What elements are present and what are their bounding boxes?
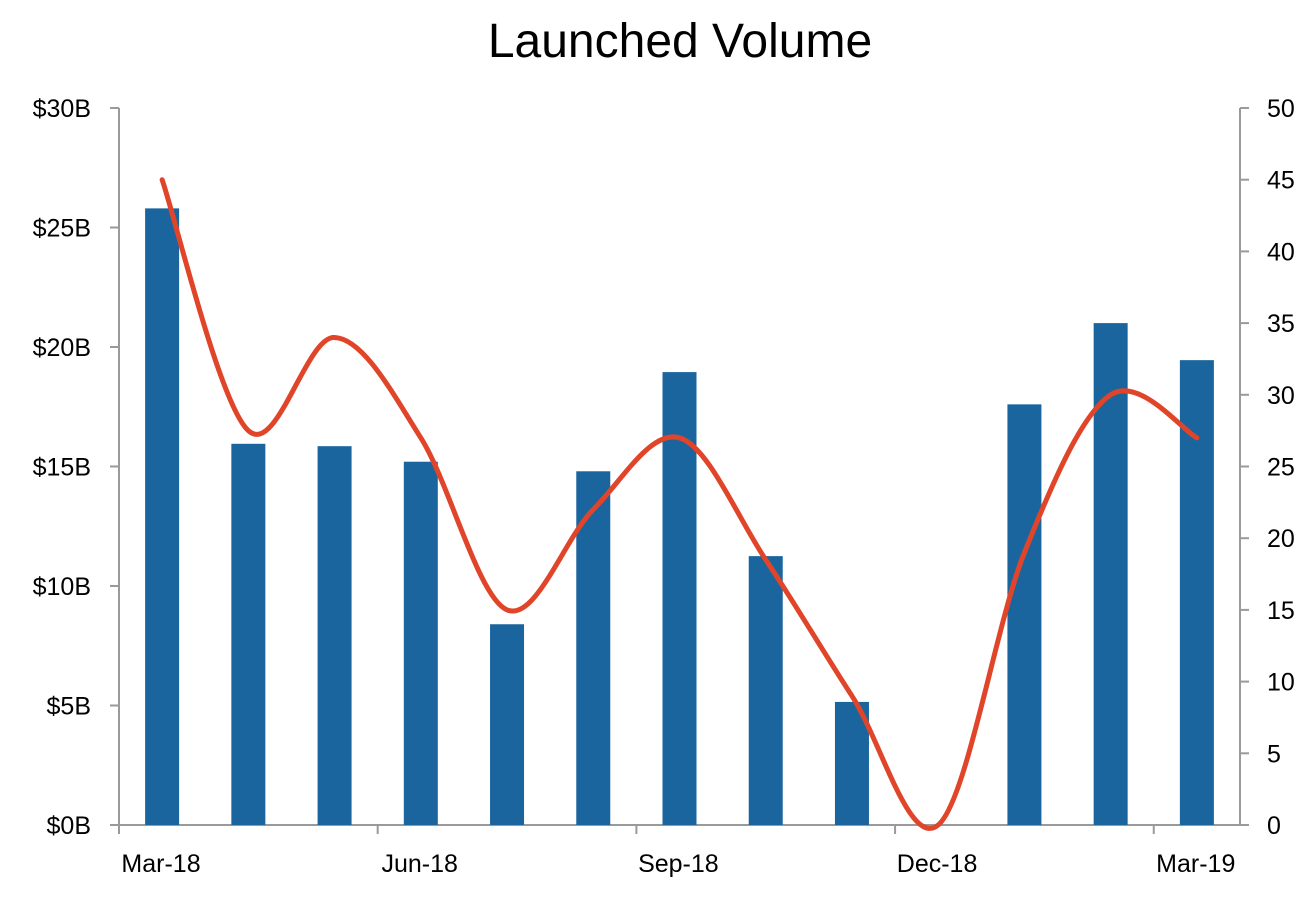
line-series-path bbox=[159, 177, 1200, 831]
right-y-tick-label: 35 bbox=[1267, 310, 1295, 338]
right-y-tick-label: 30 bbox=[1267, 382, 1295, 410]
right-y-tick-label: 45 bbox=[1267, 167, 1295, 195]
right-y-tick-label: 50 bbox=[1267, 95, 1295, 123]
right-y-tick-label: 40 bbox=[1267, 238, 1295, 266]
left-y-tick-label: $10B bbox=[33, 573, 91, 601]
bar-Sep-18 bbox=[662, 372, 697, 825]
left-y-tick-label: $5B bbox=[47, 693, 91, 721]
bar-Jul-18 bbox=[490, 624, 525, 825]
right-y-tick-label: 25 bbox=[1267, 454, 1295, 482]
bar-Mar-18 bbox=[145, 208, 180, 825]
left-y-tick-label: $15B bbox=[33, 454, 91, 482]
left-y-tick-label: $0B bbox=[47, 812, 91, 840]
right-y-tick-label: 15 bbox=[1267, 597, 1295, 625]
right-y-tick-label: 20 bbox=[1267, 525, 1295, 553]
bar-Nov-18 bbox=[834, 701, 869, 825]
left-y-tick-label: $30B bbox=[33, 95, 91, 123]
bar-May-18 bbox=[317, 446, 352, 825]
x-tick-label: Jun-18 bbox=[381, 850, 457, 878]
bar-Apr-18 bbox=[231, 443, 266, 825]
bar-Jun-18 bbox=[403, 461, 438, 825]
right-y-tick-label: 10 bbox=[1267, 669, 1295, 697]
bar-Feb-19 bbox=[1093, 323, 1128, 825]
ticks: $0B $5B $10B $15B $20B $25B $30B 0 5 10 15 20 25 30 35… bbox=[33, 95, 1295, 878]
x-tick-label: Dec-18 bbox=[897, 850, 978, 878]
x-tick-label: Mar-19 bbox=[1156, 850, 1235, 878]
x-tick-label: Mar-18 bbox=[121, 850, 200, 878]
bar-Aug-18 bbox=[576, 471, 611, 825]
right-y-tick-label: 5 bbox=[1267, 740, 1281, 768]
bar-Jan-19 bbox=[1007, 404, 1042, 825]
line-series bbox=[159, 177, 1200, 831]
left-y-tick-label: $20B bbox=[33, 334, 91, 362]
chart-title: Launched Volume bbox=[487, 15, 873, 68]
bar-Oct-18 bbox=[748, 556, 783, 825]
left-y-tick-label: $25B bbox=[33, 215, 91, 243]
bar-series bbox=[145, 208, 1214, 825]
x-tick-label: Sep-18 bbox=[638, 850, 719, 878]
right-y-tick-label: 0 bbox=[1267, 812, 1281, 840]
